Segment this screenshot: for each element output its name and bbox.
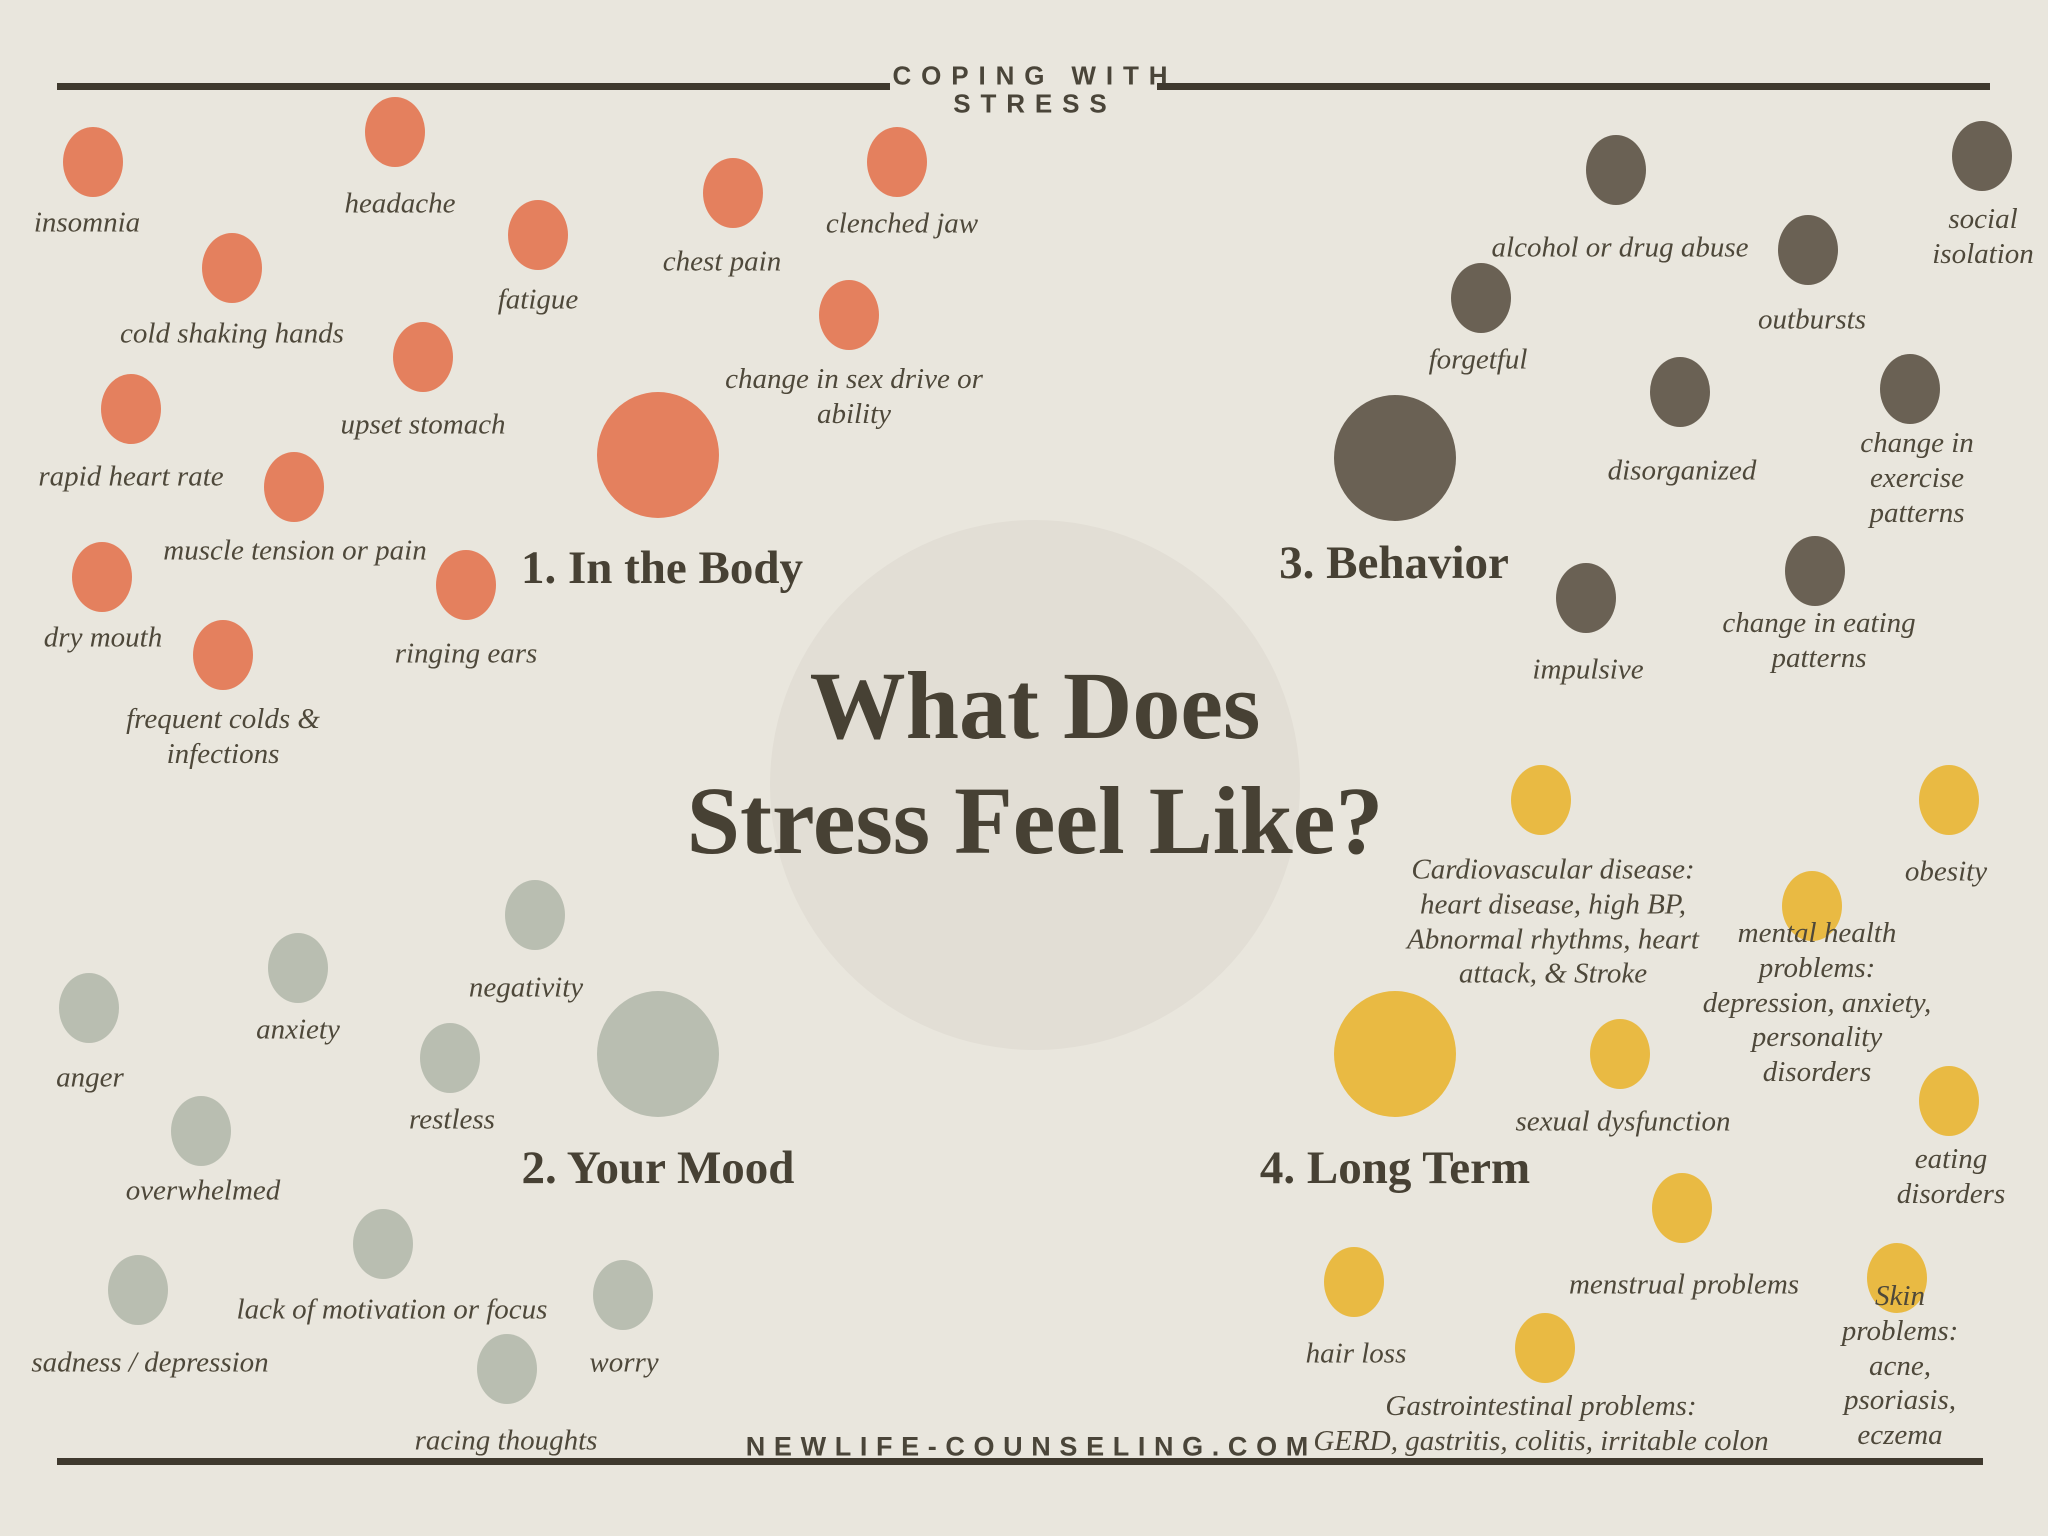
chest-pain-label: chest pain [662, 245, 782, 278]
page-title-line2: Stress Feel Like? [686, 767, 1384, 875]
header-rule-left [57, 83, 890, 90]
outbursts-label: outbursts [1758, 303, 1866, 336]
header-eyebrow-line1: COPING WITH [892, 60, 1178, 91]
rapid-heart-rate-dot [101, 374, 161, 444]
upset-stomach-dot [393, 322, 453, 392]
negativity-dot [505, 880, 565, 950]
negativity-label: negativity [468, 971, 584, 1004]
sadness-depression-dot [108, 1255, 168, 1325]
fatigue-dot [508, 200, 568, 270]
anxiety-dot [268, 933, 328, 1003]
your-mood-large-dot [597, 991, 719, 1117]
anger-dot [59, 973, 119, 1043]
in-the-body-large-dot [597, 392, 719, 518]
impulsive-dot [1556, 563, 1616, 633]
menstrual-problems-dot [1652, 1173, 1712, 1243]
lack-of-motivation-or-focus-dot [353, 1209, 413, 1279]
ringing-ears-label: ringing ears [394, 637, 538, 670]
headache-label: headache [344, 187, 456, 220]
footer-website-text: NEWLIFE-COUNSELING.COM [745, 1431, 1317, 1462]
insomnia-label: insomnia [33, 206, 141, 239]
anger-label: anger [56, 1061, 124, 1094]
hair-loss-dot [1324, 1247, 1384, 1317]
alcohol-or-drug-abuse-dot [1586, 135, 1646, 205]
hair-loss-label: hair loss [1305, 1337, 1407, 1370]
frequent-colds-infections-dot [193, 620, 253, 690]
eating-disorders-dot [1919, 1066, 1979, 1136]
restless-dot [420, 1023, 480, 1093]
page-title-line1: What Does [809, 652, 1261, 759]
disorganized-label: disorganized [1607, 454, 1757, 487]
skin-problems-dot [1867, 1243, 1927, 1313]
header-rule-right [1157, 83, 1990, 90]
lack-of-motivation-or-focus-label: lack of motivation or focus [236, 1293, 548, 1326]
muscle-tension-or-pain-label: muscle tension or pain [163, 534, 427, 567]
obesity-dot [1919, 765, 1979, 835]
sexual-dysfunction-dot [1590, 1019, 1650, 1089]
worry-dot [593, 1260, 653, 1330]
frequent-colds-infections-label: frequent colds & infections [126, 703, 320, 770]
disorganized-dot [1650, 357, 1710, 427]
social-isolation-label: social isolation [1932, 203, 2034, 270]
skin-problems-label: Skin problems: acne, psoriasis, eczema [1841, 1280, 1959, 1452]
impulsive-label: impulsive [1532, 653, 1644, 686]
sexual-dysfunction-label: sexual dysfunction [1515, 1105, 1731, 1138]
alcohol-or-drug-abuse-label: alcohol or drug abuse [1491, 231, 1749, 264]
overwhelmed-dot [171, 1096, 231, 1166]
menstrual-problems-label: menstrual problems [1568, 1268, 1800, 1301]
mental-health-problems-dot [1782, 871, 1842, 941]
dry-mouth-dot [72, 542, 132, 612]
cold-shaking-hands-label: cold shaking hands [120, 317, 344, 350]
dry-mouth-label: dry mouth [43, 621, 163, 654]
muscle-tension-or-pain-dot [264, 452, 324, 522]
cardiovascular-disease-dot [1511, 765, 1571, 835]
obesity-label: obesity [1904, 855, 1988, 888]
mental-health-problems-label: mental health problems: depression, anxi… [1702, 917, 1932, 1089]
sadness-depression-label: sadness / depression [31, 1346, 269, 1379]
cold-shaking-hands-dot [202, 233, 262, 303]
section-title-behavior: 3. Behavior [1279, 537, 1509, 589]
clenched-jaw-label: clenched jaw [825, 207, 979, 240]
behavior-large-dot [1334, 395, 1456, 521]
title-backdrop-circle [770, 520, 1300, 1050]
anxiety-label: anxiety [256, 1013, 340, 1046]
upset-stomach-label: upset stomach [340, 408, 506, 441]
footer-rule [57, 1458, 1983, 1465]
eating-disorders-label: eating disorders [1896, 1143, 2006, 1210]
outbursts-dot [1778, 215, 1838, 285]
change-in-sex-drive-label: change in sex drive or ability [725, 363, 983, 430]
restless-label: restless [409, 1103, 495, 1136]
section-title-your-mood: 2. Your Mood [521, 1142, 795, 1194]
headache-dot [365, 97, 425, 167]
social-isolation-dot [1952, 121, 2012, 191]
clenched-jaw-dot [867, 127, 927, 197]
insomnia-dot [63, 127, 123, 197]
cardiovascular-disease-label: Cardiovascular disease: heart disease, h… [1407, 853, 1699, 990]
long-term-large-dot [1334, 991, 1456, 1117]
ringing-ears-dot [436, 550, 496, 620]
section-title-in-the-body: 1. In the Body [520, 542, 804, 594]
rapid-heart-rate-label: rapid heart rate [38, 460, 224, 493]
change-in-exercise-patterns-label: change in exercise patterns [1860, 426, 1974, 529]
change-in-exercise-patterns-dot [1880, 354, 1940, 424]
change-in-sex-drive-dot [819, 280, 879, 350]
worry-label: worry [589, 1346, 659, 1379]
page-title: What Does Stress Feel Like? [687, 648, 1384, 878]
forgetful-dot [1451, 263, 1511, 333]
forgetful-label: forgetful [1428, 343, 1528, 376]
change-in-eating-patterns-dot [1785, 536, 1845, 606]
section-title-long-term: 4. Long Term [1259, 1142, 1531, 1194]
header-eyebrow-line2: STRESS [953, 88, 1117, 119]
gastrointestinal-problems-label: Gastrointestinal problems: GERD, gastrit… [1313, 1390, 1769, 1457]
gastrointestinal-problems-dot [1515, 1313, 1575, 1383]
change-in-eating-patterns-label: change in eating patterns [1722, 607, 1916, 674]
fatigue-label: fatigue [497, 283, 579, 316]
racing-thoughts-dot [477, 1334, 537, 1404]
overwhelmed-label: overwhelmed [125, 1174, 281, 1207]
racing-thoughts-label: racing thoughts [414, 1424, 598, 1457]
chest-pain-dot [703, 158, 763, 228]
